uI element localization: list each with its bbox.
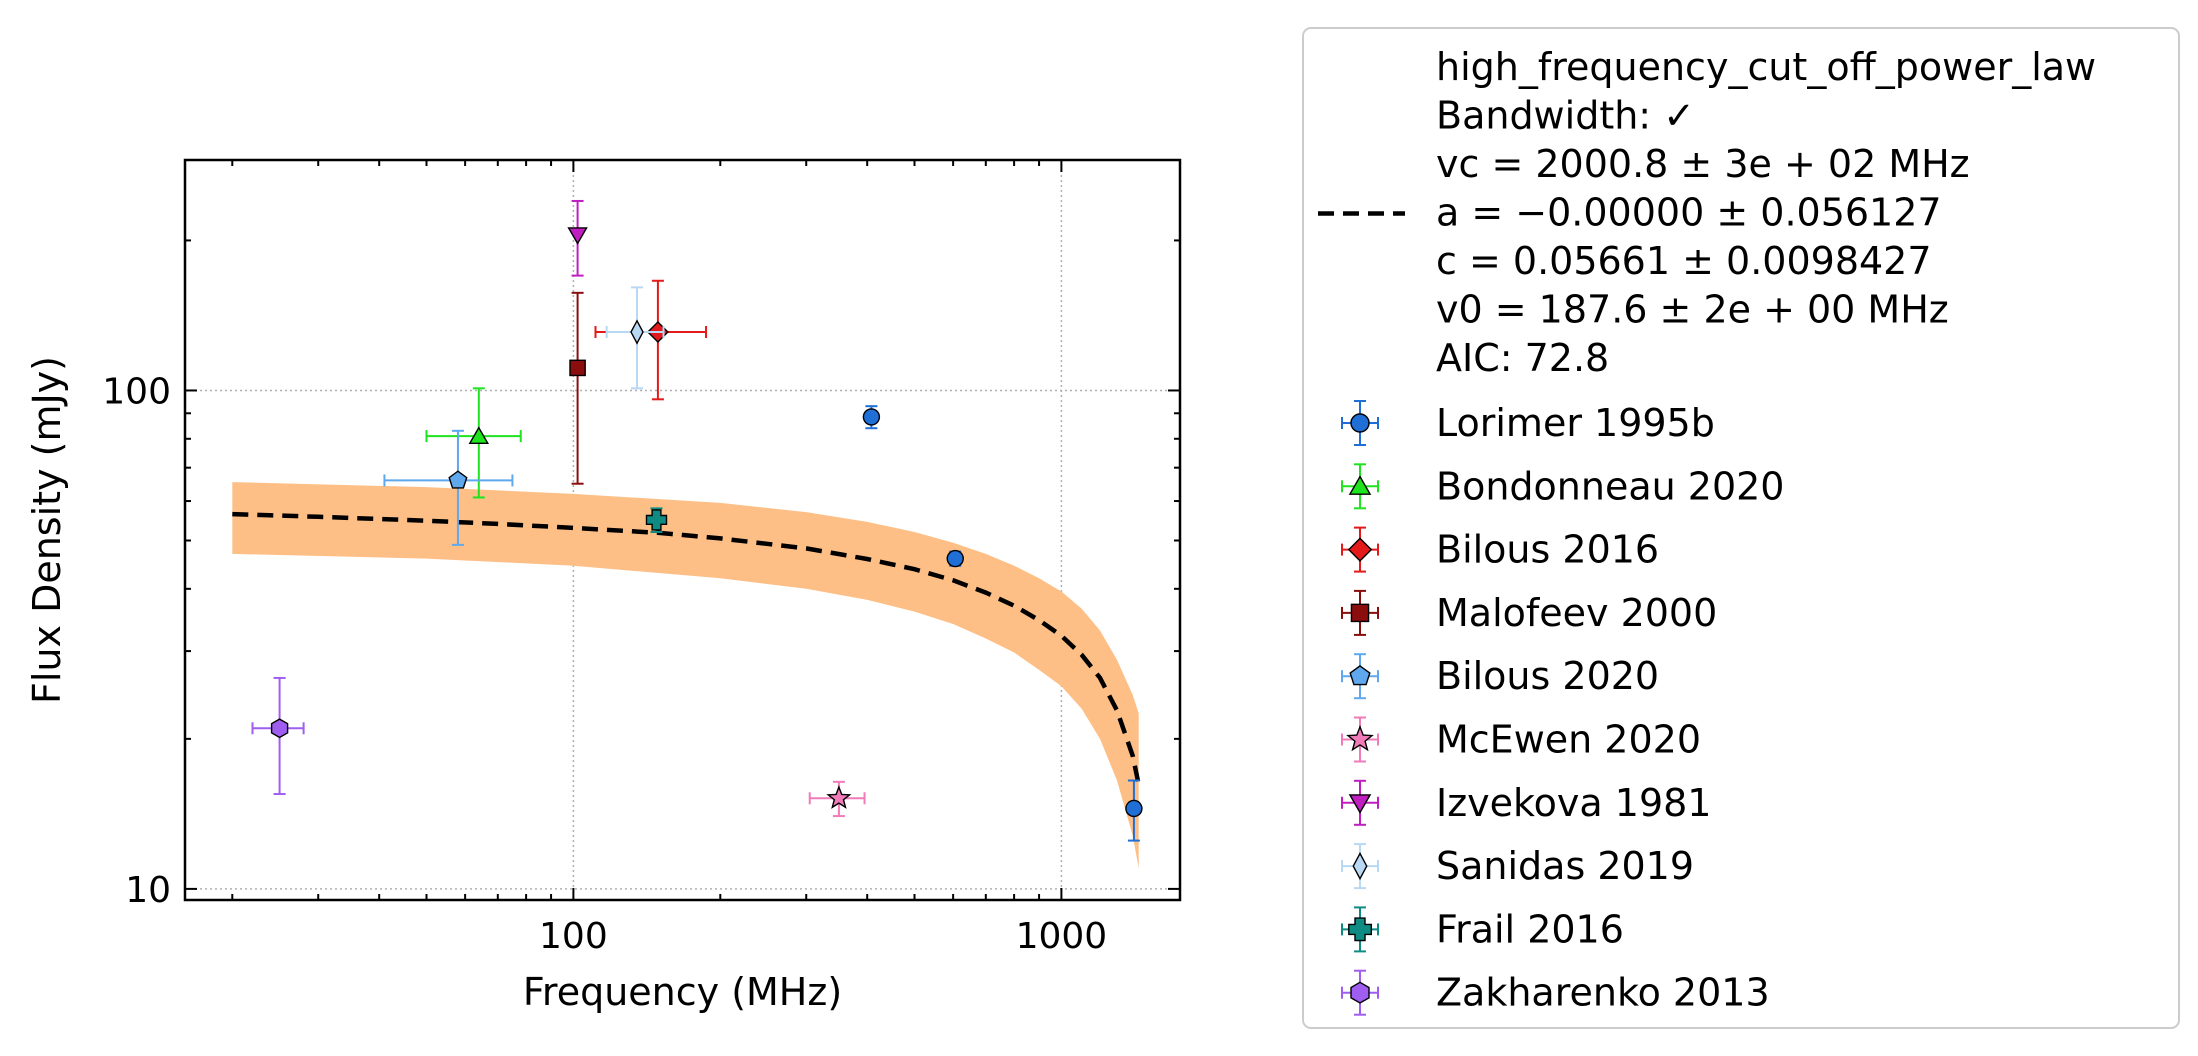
legend-fit-text-line: Bandwidth: ✓ [1436, 94, 1695, 138]
x-axis-label: Frequency (MHz) [523, 970, 842, 1014]
legend: high_frequency_cut_off_power_law Bandwidt… [1302, 27, 2180, 1029]
fit-curve [232, 511, 1141, 785]
legend-item: Lorimer 1995b [1341, 400, 1715, 446]
legend-fit-text-line: vc = 2000.8 ± 3e + 02 MHz [1436, 142, 1970, 186]
legend-marker [1346, 724, 1374, 752]
x-tick-label: 1000 [1016, 916, 1108, 957]
legend-marker [1348, 917, 1373, 942]
data-point [468, 426, 490, 444]
data-point [448, 470, 468, 489]
y-tick-label: 100 [102, 371, 171, 412]
legend-label: Izvekova 1981 [1436, 781, 1711, 825]
legend-marker [1349, 665, 1371, 686]
legend-item: Frail 2016 [1341, 906, 1624, 953]
legend-marker [1352, 852, 1368, 881]
data-point [569, 359, 586, 377]
y-axis-label: Flux Density (mJy) [25, 356, 69, 704]
series-izvekova-1981 [567, 199, 588, 277]
legend-label: Bilous 2020 [1436, 654, 1659, 698]
legend-marker [1350, 981, 1370, 1004]
series-mcewen-2020 [808, 780, 866, 818]
x-tick-label: 100 [539, 916, 608, 957]
legend-item: Izvekova 1981 [1341, 779, 1711, 826]
data-point [270, 718, 289, 739]
fit-band [232, 482, 1139, 869]
data-point [826, 785, 852, 809]
legend-fit-text-line: AIC: 72.8 [1436, 336, 1609, 380]
fit-uncertainty-band [232, 482, 1139, 869]
legend-item: Malofeev 2000 [1341, 589, 1717, 636]
legend-item: Bilous 2020 [1341, 653, 1659, 700]
data-point [946, 549, 964, 568]
legend-item: Zakharenko 2013 [1341, 969, 1770, 1016]
y-tick-label: 10 [125, 870, 171, 911]
legend-label: Lorimer 1995b [1436, 401, 1715, 445]
series-sanidas-2019 [605, 286, 665, 390]
data-point [645, 509, 668, 531]
legend-label: Sanidas 2019 [1436, 844, 1694, 888]
series-malofeev-2000 [569, 291, 586, 485]
series-bondonneau-2020 [425, 387, 522, 499]
legend-marker [1348, 794, 1372, 814]
legend-marker [1348, 475, 1372, 495]
plot-frame [183, 158, 1182, 902]
series-bilous-2016 [594, 279, 708, 401]
legend-fit-text-line: high_frequency_cut_off_power_law [1436, 45, 2096, 89]
legend-label: Malofeev 2000 [1436, 591, 1717, 635]
legend-label: Bondonneau 2020 [1436, 464, 1784, 508]
legend-box [1302, 27, 2180, 1029]
data-point [862, 408, 881, 426]
legend-item: Bilous 2016 [1341, 526, 1659, 573]
legend-marker [1350, 603, 1370, 623]
legend-marker [1347, 537, 1373, 562]
legend-label: Frail 2016 [1436, 907, 1624, 951]
legend-fit-text-line: c = 0.05661 ± 0.0098427 [1436, 239, 1932, 283]
legend-label: Bilous 2016 [1436, 528, 1659, 572]
legend-label: McEwen 2020 [1436, 718, 1701, 762]
series-bilous-2020 [383, 429, 514, 546]
legend-marker [1350, 413, 1370, 433]
data-point [567, 227, 588, 245]
legend-fit-text-line: a = −0.00000 ± 0.056127 [1436, 191, 1942, 235]
data-points [251, 199, 1143, 842]
legend-fit-text-line: v0 = 187.6 ± 2e + 00 MHz [1436, 288, 1949, 332]
legend-label: Zakharenko 2013 [1436, 971, 1770, 1015]
fit-curve-layer [232, 511, 1141, 785]
series-lorimer-1995b [862, 405, 1143, 842]
series-zakharenko-2013 [251, 676, 305, 796]
legend-item: Sanidas 2019 [1341, 843, 1694, 890]
series-frail-2016 [645, 507, 668, 534]
data-point [630, 319, 644, 345]
legend-item: Bondonneau 2020 [1341, 463, 1784, 510]
data-point [1125, 799, 1143, 818]
axes: 100 1000 10 100 Frequency (MHz) Flux Density … [25, 158, 1182, 1014]
legend-item: McEwen 2020 [1341, 716, 1701, 763]
